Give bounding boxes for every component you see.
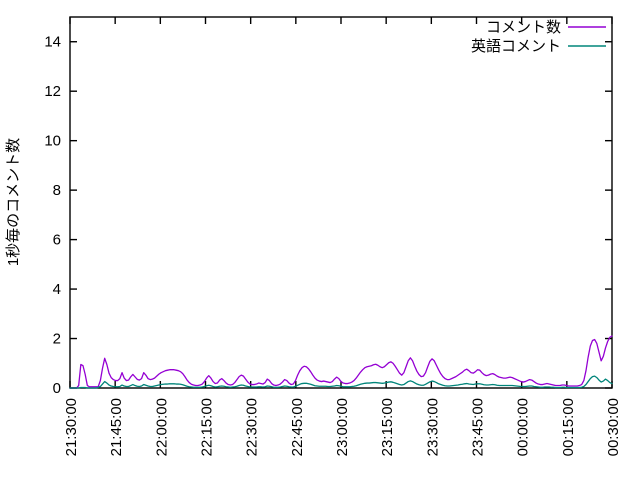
series-line-1: [69, 335, 613, 389]
x-tick-label: 21:30:00: [63, 398, 80, 456]
legend-label-1: コメント数: [486, 19, 561, 36]
y-axis-label: 1秒毎のコメント数: [5, 138, 22, 266]
data-series-group: [69, 335, 613, 389]
plot-frame: [69, 16, 613, 389]
x-tick-label: 00:15:00: [560, 398, 577, 456]
x-tick-label: 23:00:00: [334, 398, 351, 456]
x-tick-label: 22:00:00: [153, 398, 170, 456]
x-axis-ticks: [69, 17, 613, 388]
x-tick-label: 00:30:00: [605, 398, 622, 456]
y-tick-label: 2: [53, 331, 61, 348]
legend-label-2: 英語コメント: [471, 37, 561, 55]
x-tick-label: 23:30:00: [424, 398, 441, 456]
x-tick-label: 23:45:00: [470, 398, 487, 456]
y-tick-label: 12: [44, 83, 61, 100]
x-tick-label: 22:45:00: [289, 398, 306, 456]
y-tick-label: 14: [44, 34, 61, 51]
x-tick-label: 22:30:00: [244, 398, 261, 456]
x-tick-label: 23:15:00: [379, 398, 396, 456]
x-tick-label: 22:15:00: [199, 398, 216, 456]
x-tick-label: 00:00:00: [515, 398, 532, 456]
y-tick-label: 4: [53, 281, 61, 298]
y-tick-label: 6: [53, 232, 61, 249]
series-line-2: [69, 375, 613, 389]
x-axis-tick-labels: 21:30:00 21:45:00 22:00:00 22:15:00 22:30:00…: [63, 398, 622, 456]
y-tick-label: 0: [53, 380, 61, 397]
x-tick-label: 21:45:00: [108, 398, 125, 456]
y-tick-label: 10: [44, 133, 61, 150]
y-tick-label: 8: [53, 182, 61, 199]
y-axis-tick-labels: 0 2 4 6 8 10 12 14: [44, 34, 61, 397]
y-axis-ticks: [70, 41, 612, 389]
